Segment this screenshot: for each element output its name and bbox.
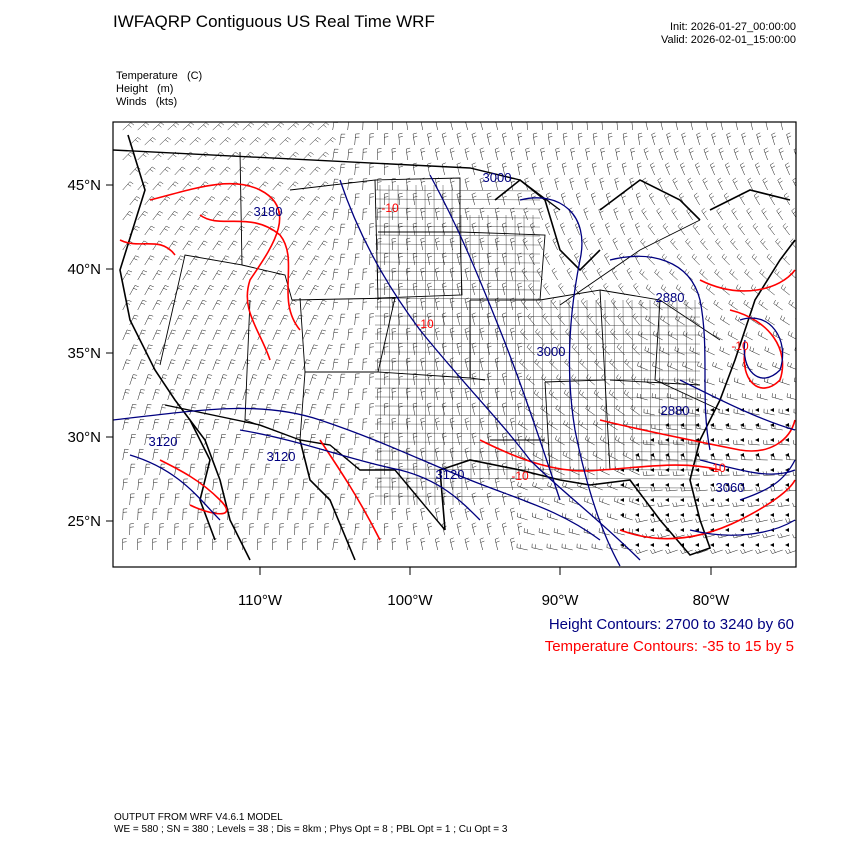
lat-tick-label: 35°N [67,345,101,362]
height-contour [113,407,601,541]
model-footer: OUTPUT FROM WRF V4.6.1 MODEL WE = 580 ; … [114,812,507,836]
height-contours [113,174,796,567]
lon-tick-label: 100°W [387,592,433,609]
coast-line [299,439,356,561]
height-contour [609,255,711,451]
map-frame [112,121,797,568]
state-line [377,297,471,379]
temperature-contour-label: -10 [416,317,434,331]
height-contour [519,197,621,567]
state-line [459,231,546,301]
init-time: Init: 2026-01-27_00:00:00 [670,21,796,33]
plot-title: IWFAQRP Contiguous US Real Time WRF [113,12,435,31]
height-contour [429,174,561,501]
coast-line [709,189,791,211]
height-contour-label: 3000 [483,170,512,185]
height-contour [339,179,641,561]
height-contour-label: 2880 [656,290,685,305]
height-contour [689,519,796,536]
temperature-legend: Temperature Contours: -35 to 15 by 5 [544,638,794,655]
lon-tick-label: 90°W [542,592,580,609]
coast-line [589,239,796,556]
lat-tick-label: 30°N [67,429,101,446]
temperature-contour [149,182,281,361]
axis-ticks: 45°N 40°N 35°N 30°N 25°N 110°W 100°W 90°W 80°W [67,177,730,609]
height-contour [739,459,796,501]
height-contour-label: 3120 [267,449,296,464]
temperature-contour-label: -10 [511,469,529,483]
state-line [377,231,463,299]
height-contour-label: 3060 [716,480,745,495]
state-line [559,219,701,306]
wind-flags [620,408,789,547]
state-line [544,381,551,471]
lat-tick-label: 40°N [67,261,101,278]
lon-tick-label: 110°W [238,592,283,609]
time-info: Init: 2026-01-27_00:00:00 Valid: 2026-02… [661,21,796,47]
valid-time: Valid: 2026-02-01_15:00:00 [661,34,796,46]
height-contour [129,454,221,521]
temperature-contour [729,309,784,389]
height-contour [239,429,481,521]
contour-legend: Height Contours: 2700 to 3240 by 60 Temp… [545,614,794,658]
temperature-contour [199,214,301,331]
height-contour-label: 3120 [436,467,465,482]
field-height: Height (m) [116,83,174,95]
footer-line-2: WE = 580 ; SN = 380 ; Levels = 38 ; Dis … [114,824,508,835]
state-line [654,299,721,411]
lat-tick-label: 25°N [67,513,101,530]
temperature-contour [699,269,796,292]
temperature-contours [119,182,796,541]
field-winds: Winds (kts) [116,96,178,108]
height-contour-label: 2880 [661,403,690,418]
temperature-contour-label: -10 [708,461,726,475]
coast-line [189,419,216,541]
height-contour [739,317,784,379]
state-line [299,371,306,441]
height-contour-label: 3180 [254,204,283,219]
coastline [119,134,796,561]
state-line [609,379,701,386]
temperature-contour-label: -10 [381,201,399,215]
coast-line [494,178,601,272]
field-list: Temperature (C) Height (m) Winds (kts) [116,70,202,109]
temperature-contour [599,419,796,452]
temperature-contour-label: -10 [731,339,749,353]
state-line [604,379,611,471]
contour-labels: 3000 3180 3120 3120 3120 3000 2880 2880 3060 -10 -… [149,170,749,495]
height-legend: Height Contours: 2700 to 3240 by 60 [548,616,794,633]
coast-line [439,459,591,531]
coast-line [599,179,701,221]
height-contour-label: 3000 [537,344,566,359]
us-mexico-border [164,404,446,531]
lat-tick-label: 45°N [67,177,101,194]
state-line [159,151,243,366]
state-line [539,289,606,383]
coast-line [119,134,251,561]
temperature-contour [159,459,228,515]
height-contour-label: 3120 [149,434,178,449]
field-temperature: Temperature (C) [116,70,203,82]
temperature-contour [119,239,176,256]
state-line [469,300,486,381]
height-contour [679,379,796,431]
temperature-contour [619,479,796,540]
temperature-contour [319,439,381,541]
lon-tick-label: 80°W [693,592,731,609]
temperature-contour [479,439,721,472]
state-line [299,297,378,373]
footer-line-1: OUTPUT FROM WRF V4.6.1 MODEL [114,812,283,823]
